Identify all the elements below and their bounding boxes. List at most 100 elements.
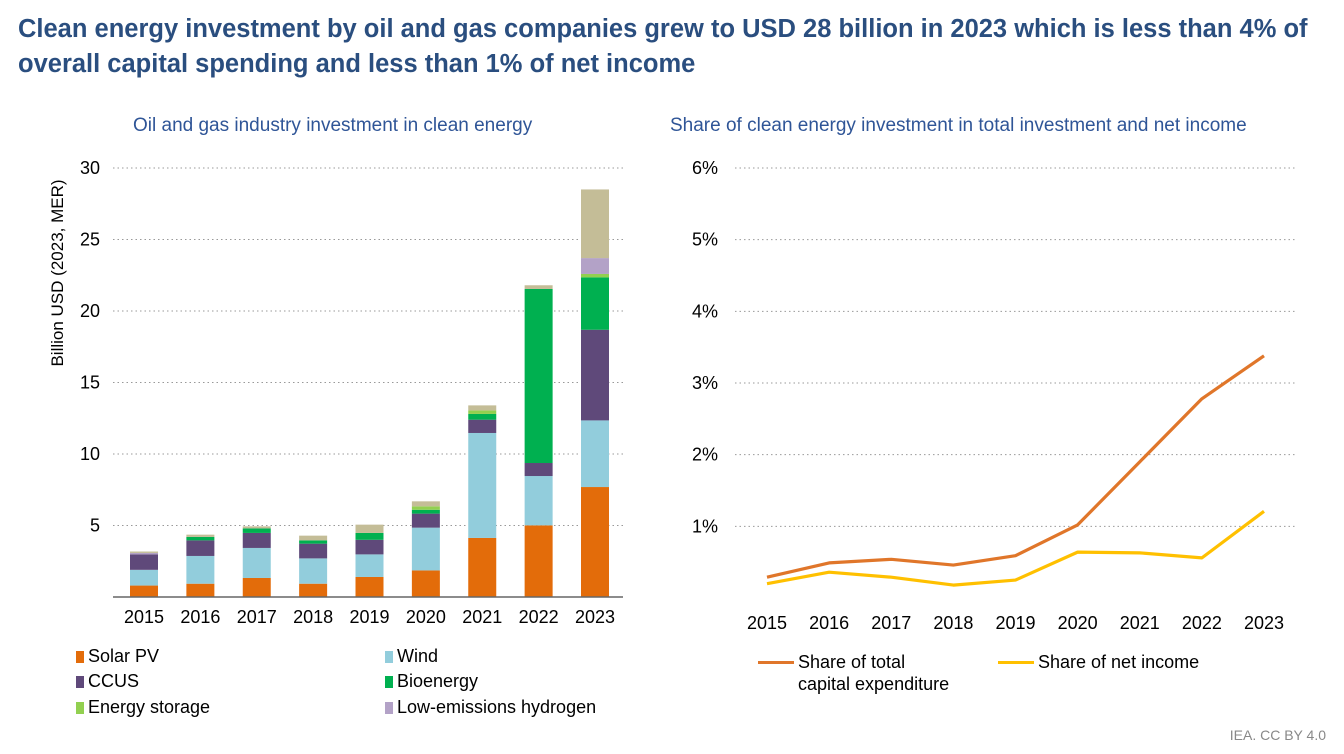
legend-item: Bioenergy [385,670,478,692]
x-tick-label: 2016 [809,613,849,633]
bar-segment [468,405,497,411]
bar-segment [468,413,497,420]
y-tick-label: 3% [692,373,718,393]
series-line-1 [766,510,1265,587]
legend-line-swatch [998,661,1034,664]
legend-item: Solar PV [76,645,159,667]
x-tick-label: 2022 [519,607,559,627]
bar-segment [581,487,609,597]
y-tick-label: 30 [80,158,100,178]
legend-label: CCUS [88,671,140,691]
bar-segment [242,547,271,578]
bar-segment [524,525,553,597]
x-tick-label: 2016 [180,607,220,627]
bar-segment [411,506,440,510]
bar-segment [242,577,271,597]
x-tick-label: 2015 [747,613,787,633]
bar-segment [581,329,609,421]
legend-swatch [385,702,393,714]
x-tick-label: 2022 [1182,613,1222,633]
bar-segment [355,532,384,540]
y-tick-label: 1% [692,516,718,536]
bar-segment [581,258,609,274]
bar-segment [411,501,440,507]
bar-segment [468,419,497,433]
bar-segment [130,552,158,555]
bar-segment [299,583,328,597]
bar-segment [524,288,553,464]
legend-item: Share of net income [998,651,1199,673]
x-tick-label: 2017 [871,613,911,633]
x-tick-label: 2017 [237,607,277,627]
bar-segment [411,527,440,571]
legend-label: Solar PV [88,646,160,666]
bar-segment [468,537,497,597]
bar-segment [355,524,384,533]
y-tick-label: 2% [692,445,718,465]
bar-segment [130,551,158,553]
x-tick-label: 2019 [995,613,1035,633]
legend-swatch [76,651,84,663]
legend-swatch [76,702,84,714]
x-tick-label: 2018 [293,607,333,627]
bar-segment [130,585,158,597]
legend-item: Low-emissions hydrogen [385,696,596,718]
bar-segment [411,513,440,528]
y-tick-label: 6% [692,158,718,178]
bar-segment [186,555,215,584]
bar-segment [581,189,609,259]
legend-item: Energy storage [76,696,210,718]
y-tick-label: 25 [80,230,100,250]
legend-item: Wind [385,645,438,667]
bar-segment [242,528,271,533]
y-tick-label: 4% [692,301,718,321]
bar-segment [299,535,328,541]
bar-segment [355,576,384,597]
legend-label: Energy storage [88,697,211,717]
x-tick-label: 2023 [575,607,615,627]
legend-item: Share of total capital expenditure [758,651,949,695]
bar-segment [299,540,328,544]
bar-segment [242,526,271,529]
bar-segment [299,543,328,559]
page-title: Clean energy investment by oil and gas c… [18,15,1308,78]
y-tick-label: 5 [90,516,100,536]
x-tick-label: 2020 [406,607,446,627]
bar-segment [355,554,384,577]
legend-item: CCUS [76,670,139,692]
bar-segment [186,540,215,556]
legend-swatch [385,676,393,688]
bar-segment [186,534,215,537]
legend-label: Bioenergy [397,671,479,691]
bar-segment [411,570,440,597]
legend-swatch [76,676,84,688]
bar-segment [468,432,497,538]
y-tick-label: 15 [80,373,100,393]
bar-segment [468,410,497,414]
bar-segment [524,476,553,526]
legend-label: Wind [397,646,439,666]
bar-segment [242,532,271,548]
legend-swatch [385,651,393,663]
legend-line-swatch [758,661,794,664]
x-tick-label: 2015 [124,607,164,627]
legend-label: Share of total capital expenditure [798,652,950,694]
y-tick-label: 20 [80,301,100,321]
x-tick-label: 2020 [1058,613,1098,633]
legend-label: Low-emissions hydrogen [397,697,597,717]
credit: IEA. CC BY 4.0 [1229,727,1326,743]
right-chart-title: Share of clean energy investment in tota… [670,115,1247,136]
bar-segment [186,536,215,541]
bar-segment [581,277,609,330]
x-tick-label: 2021 [462,607,502,627]
x-tick-label: 2023 [1244,613,1284,633]
y-tick-label: 10 [80,444,100,464]
bar-segment [299,558,328,584]
bar-segment [411,509,440,514]
bar-segment [130,569,158,586]
bar-segment [524,463,553,477]
x-tick-label: 2019 [349,607,389,627]
left-chart-title: Oil and gas industry investment in clean… [133,115,533,136]
bar-segment [186,583,215,597]
